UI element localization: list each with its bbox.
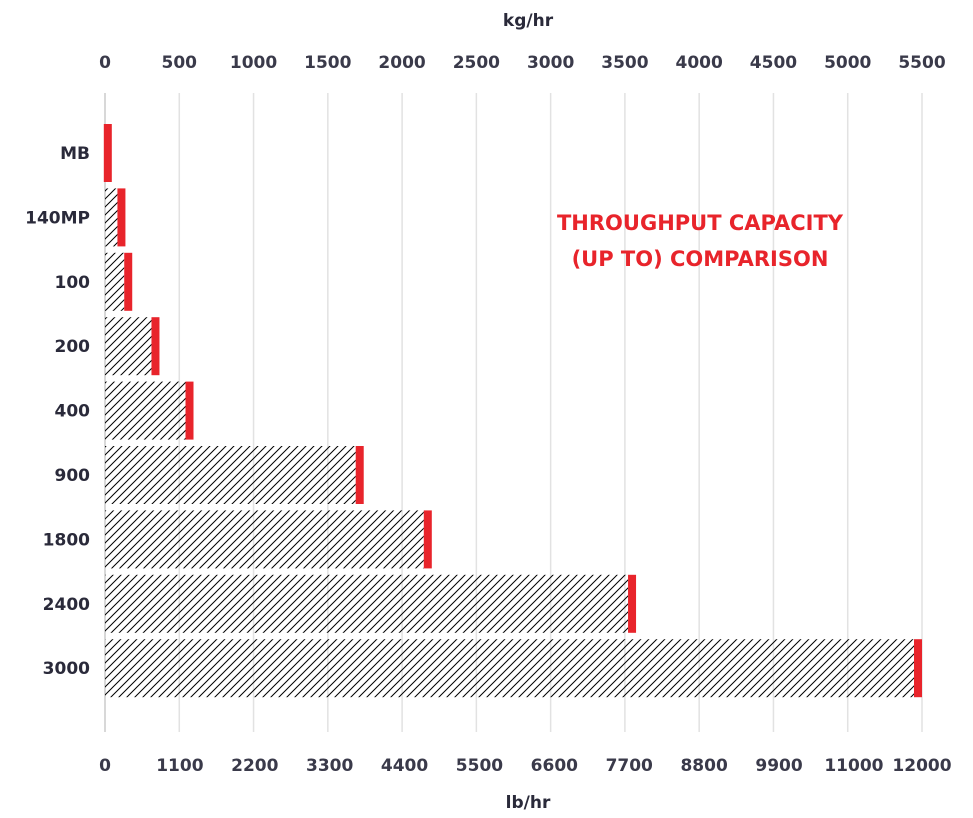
bar-cap-900	[355, 446, 364, 504]
bottom-tick-label: 8800	[680, 756, 727, 776]
category-label: 2400	[43, 595, 90, 615]
category-labels: MB 140MP 100 200 400 900 1800 2400 3000	[25, 144, 90, 679]
bar-100	[105, 252, 125, 311]
bottom-tick-label: 7700	[606, 756, 653, 776]
bar-cap-MB	[103, 124, 112, 182]
top-tick-label: 4000	[676, 53, 723, 73]
top-tick-label: 5000	[824, 53, 871, 73]
bar-cap-2400	[628, 574, 637, 633]
bottom-tick-label: 5500	[456, 756, 503, 776]
bar-cap-200	[151, 317, 160, 376]
category-label: 900	[55, 466, 91, 486]
bar-2400	[105, 574, 629, 633]
top-tick-label: 5500	[898, 53, 945, 73]
bar-3000	[105, 639, 914, 698]
top-tick-label: 3500	[601, 53, 648, 73]
bar-200	[105, 317, 152, 376]
top-tick-label: 2500	[453, 53, 500, 73]
bar-140MP	[105, 188, 118, 247]
bar-cap-140MP	[117, 188, 126, 247]
bottom-tick-label: 11000	[824, 756, 883, 776]
bar-cap-1800	[423, 510, 432, 569]
bottom-tick-label: 2200	[231, 756, 278, 776]
top-tick-label: 0	[99, 53, 111, 73]
bottom-tick-label: 0	[99, 756, 111, 776]
bottom-tick-label: 3300	[306, 756, 353, 776]
top-axis-ticks: 0 500 1000 1500 2000 2500 3000 3500 4000 4500 5000…	[99, 53, 946, 73]
annotation-line-2: (UP TO) COMPARISON	[572, 247, 829, 271]
top-tick-label: 4500	[750, 53, 797, 73]
bottom-tick-label: 9900	[755, 756, 802, 776]
bar-900	[105, 446, 356, 504]
top-axis-title: kg/hr	[503, 11, 554, 31]
category-label: MB	[60, 144, 90, 164]
category-label: 200	[55, 337, 91, 357]
bottom-tick-label: 4400	[381, 756, 428, 776]
bar-cap-100	[124, 252, 133, 311]
top-tick-label: 1500	[304, 53, 351, 73]
bottom-tick-label: 6600	[531, 756, 578, 776]
gridlines	[104, 93, 923, 732]
bar-1800	[105, 510, 424, 569]
bars	[103, 124, 922, 698]
category-label: 140MP	[25, 208, 90, 228]
bottom-tick-label: 12000	[892, 756, 951, 776]
bar-400	[105, 381, 186, 440]
bottom-axis-ticks: 0 1100 2200 3300 4400 5500 6600 7700 8800 9900 110…	[99, 756, 952, 776]
bottom-axis-title: lb/hr	[506, 793, 551, 813]
bar-cap-400	[185, 381, 194, 440]
bottom-tick-label: 1100	[156, 756, 203, 776]
top-tick-label: 1000	[230, 53, 277, 73]
top-tick-label: 500	[162, 53, 198, 73]
annotation-line-1: THROUGHPUT CAPACITY	[557, 211, 844, 235]
bar-cap-3000	[914, 639, 922, 698]
category-label: 100	[55, 273, 91, 293]
category-label: 1800	[43, 530, 90, 550]
category-label: 400	[55, 402, 91, 422]
category-label: 3000	[43, 659, 90, 679]
top-tick-label: 3000	[527, 53, 574, 73]
top-tick-label: 2000	[378, 53, 425, 73]
